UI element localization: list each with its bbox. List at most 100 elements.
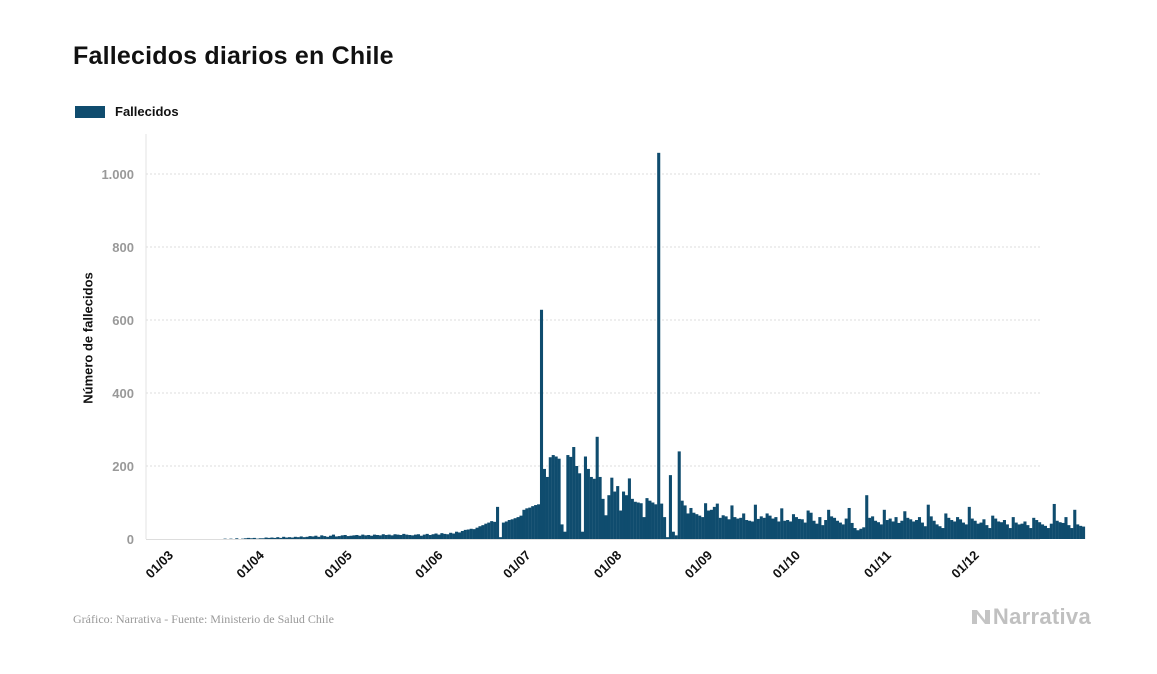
bar — [455, 531, 459, 539]
bar — [466, 529, 470, 539]
bar — [780, 508, 784, 539]
bar — [622, 491, 626, 539]
bar — [909, 519, 913, 539]
bar — [246, 537, 251, 539]
bar — [425, 533, 429, 539]
x-tick-label: 01/09 — [682, 548, 716, 582]
x-tick-label: 01/10 — [770, 548, 804, 582]
bar — [1032, 517, 1036, 539]
bar — [894, 517, 898, 539]
bar — [1011, 517, 1015, 539]
bar — [551, 455, 555, 539]
bar — [739, 517, 743, 539]
y-tick-label: 800 — [112, 240, 134, 255]
bar — [1049, 523, 1053, 539]
bar — [314, 535, 318, 540]
bar — [624, 495, 629, 539]
bar — [264, 537, 268, 539]
bar — [759, 516, 763, 539]
bar — [419, 535, 423, 540]
bar — [519, 515, 523, 539]
bar — [299, 536, 303, 539]
bar — [888, 518, 892, 539]
bar — [832, 517, 837, 539]
bar — [633, 501, 637, 539]
bar — [876, 522, 880, 539]
bar — [967, 506, 971, 539]
bar — [326, 536, 330, 539]
bar — [964, 524, 968, 539]
y-tick-label: 0 — [127, 532, 134, 547]
bar — [610, 477, 614, 539]
bar — [443, 533, 447, 539]
bar — [692, 512, 696, 539]
bar — [774, 517, 778, 539]
bar — [756, 518, 760, 539]
bar — [589, 476, 593, 539]
bar — [372, 534, 377, 539]
bar — [639, 503, 643, 539]
bar — [926, 504, 930, 539]
bar — [900, 520, 904, 539]
bar — [665, 537, 670, 539]
bar — [947, 517, 951, 539]
bar — [783, 520, 787, 539]
bar — [554, 456, 558, 539]
legend: Fallecidos — [75, 104, 179, 119]
bar — [1082, 526, 1086, 539]
bar — [651, 502, 655, 539]
bar — [1041, 524, 1045, 539]
bar — [595, 436, 599, 539]
bar — [334, 536, 338, 539]
bar — [838, 522, 842, 540]
bar — [1067, 525, 1071, 539]
bar — [689, 507, 693, 539]
bar — [534, 505, 538, 540]
x-tick-label: 01/04 — [233, 547, 267, 581]
bar — [879, 524, 883, 539]
bar — [583, 456, 587, 539]
bar — [812, 520, 816, 539]
bar — [885, 520, 889, 539]
bar — [765, 513, 769, 539]
bar — [970, 518, 974, 539]
bar — [598, 476, 602, 539]
bar — [671, 531, 675, 539]
bar — [258, 538, 262, 539]
bar — [976, 523, 980, 539]
bar — [437, 534, 441, 539]
bar — [868, 517, 872, 539]
bar — [604, 515, 608, 539]
bar — [572, 447, 576, 539]
bar — [979, 522, 983, 540]
bar — [235, 538, 239, 539]
bar — [742, 513, 746, 539]
bar — [642, 517, 646, 539]
bar — [402, 533, 406, 539]
bar — [569, 456, 573, 540]
bar — [352, 535, 356, 539]
bar — [771, 518, 775, 539]
bar — [636, 502, 640, 539]
bar — [917, 517, 922, 539]
bar — [501, 522, 505, 540]
bar — [244, 538, 248, 539]
bar — [897, 522, 901, 539]
bar — [648, 500, 652, 539]
bar — [803, 522, 807, 540]
bar — [276, 537, 280, 539]
bar — [413, 534, 418, 539]
bar — [525, 508, 529, 539]
bar — [478, 526, 482, 540]
bar — [674, 535, 678, 539]
bar — [1026, 525, 1030, 539]
bar — [777, 521, 781, 539]
x-tick-label: 01/07 — [500, 548, 534, 582]
bar — [575, 466, 579, 539]
bar — [786, 520, 790, 539]
bar — [452, 533, 456, 539]
bar — [381, 534, 385, 539]
bar — [997, 521, 1001, 539]
bar — [791, 514, 796, 539]
